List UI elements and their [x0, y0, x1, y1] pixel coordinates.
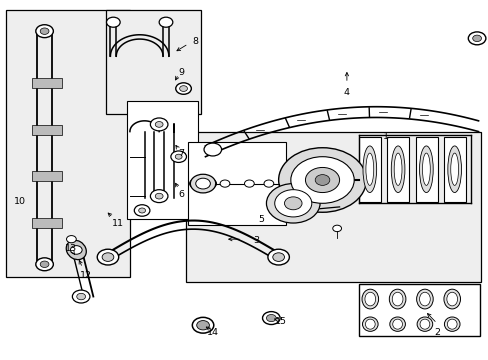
Circle shape: [40, 28, 49, 35]
Text: 8: 8: [192, 37, 198, 46]
Circle shape: [155, 193, 163, 199]
Circle shape: [196, 320, 209, 330]
Bar: [185, 132, 480, 282]
Text: 7: 7: [178, 149, 184, 158]
Bar: [32, 171, 61, 181]
Ellipse shape: [365, 319, 374, 329]
Ellipse shape: [364, 292, 375, 306]
Circle shape: [262, 312, 280, 324]
Circle shape: [244, 180, 254, 187]
Ellipse shape: [419, 292, 429, 306]
Circle shape: [102, 253, 114, 261]
Text: 14: 14: [206, 328, 218, 337]
Circle shape: [40, 261, 49, 267]
Ellipse shape: [361, 289, 378, 309]
Ellipse shape: [362, 146, 376, 193]
Ellipse shape: [416, 289, 432, 309]
Ellipse shape: [446, 292, 457, 306]
Ellipse shape: [393, 153, 401, 185]
Text: 5: 5: [258, 215, 264, 224]
Bar: [32, 125, 61, 135]
Ellipse shape: [390, 146, 404, 193]
Circle shape: [266, 315, 276, 321]
Text: 2: 2: [433, 328, 439, 337]
Ellipse shape: [362, 317, 377, 331]
Circle shape: [290, 157, 353, 203]
Bar: [358, 284, 479, 336]
Circle shape: [195, 178, 210, 189]
Bar: [32, 218, 61, 228]
Circle shape: [134, 205, 150, 216]
Text: 15: 15: [275, 317, 286, 326]
Ellipse shape: [419, 146, 432, 193]
Bar: [5, 10, 130, 277]
Text: 12: 12: [80, 270, 92, 279]
Ellipse shape: [443, 289, 460, 309]
Circle shape: [190, 174, 215, 193]
Circle shape: [77, 293, 85, 300]
Ellipse shape: [66, 240, 86, 260]
Bar: [443, 137, 465, 202]
Ellipse shape: [422, 153, 429, 185]
Circle shape: [274, 190, 311, 217]
Circle shape: [179, 86, 187, 91]
Circle shape: [175, 83, 191, 94]
Bar: [127, 101, 198, 220]
Text: 11: 11: [111, 219, 123, 228]
Circle shape: [305, 167, 339, 193]
Text: 9: 9: [178, 68, 184, 77]
Bar: [415, 137, 437, 202]
Ellipse shape: [450, 153, 458, 185]
Circle shape: [170, 151, 186, 162]
Circle shape: [72, 290, 90, 303]
Circle shape: [150, 118, 167, 131]
Bar: [386, 137, 408, 202]
Circle shape: [468, 32, 485, 45]
Ellipse shape: [444, 317, 459, 331]
Circle shape: [159, 17, 172, 27]
Bar: [188, 142, 285, 225]
Bar: [358, 137, 380, 202]
Ellipse shape: [416, 317, 432, 331]
Circle shape: [192, 318, 213, 333]
Circle shape: [70, 246, 82, 254]
Ellipse shape: [388, 289, 405, 309]
Circle shape: [36, 25, 53, 38]
Text: 6: 6: [178, 190, 184, 199]
Circle shape: [139, 208, 145, 213]
Circle shape: [315, 175, 329, 185]
Circle shape: [332, 225, 341, 231]
Ellipse shape: [447, 146, 461, 193]
Circle shape: [203, 143, 221, 156]
Circle shape: [278, 148, 366, 212]
Ellipse shape: [389, 317, 405, 331]
Text: 13: 13: [65, 244, 77, 253]
Ellipse shape: [392, 319, 402, 329]
Circle shape: [220, 180, 229, 187]
Circle shape: [266, 184, 320, 223]
Ellipse shape: [189, 177, 216, 190]
Circle shape: [175, 154, 182, 159]
Text: 3: 3: [253, 237, 259, 246]
Ellipse shape: [391, 292, 402, 306]
Circle shape: [267, 249, 289, 265]
Circle shape: [284, 197, 302, 210]
Text: 10: 10: [14, 197, 26, 206]
Text: 4: 4: [343, 87, 349, 96]
Ellipse shape: [365, 153, 373, 185]
Bar: [105, 10, 200, 114]
Circle shape: [66, 235, 76, 243]
Circle shape: [106, 17, 120, 27]
Ellipse shape: [447, 319, 456, 329]
Ellipse shape: [419, 319, 429, 329]
Circle shape: [264, 180, 273, 187]
Circle shape: [36, 258, 53, 271]
Text: 1: 1: [382, 132, 388, 141]
Circle shape: [97, 249, 119, 265]
Circle shape: [150, 190, 167, 203]
Bar: [32, 78, 61, 88]
Circle shape: [272, 253, 284, 261]
Circle shape: [472, 35, 481, 41]
Circle shape: [155, 122, 163, 127]
